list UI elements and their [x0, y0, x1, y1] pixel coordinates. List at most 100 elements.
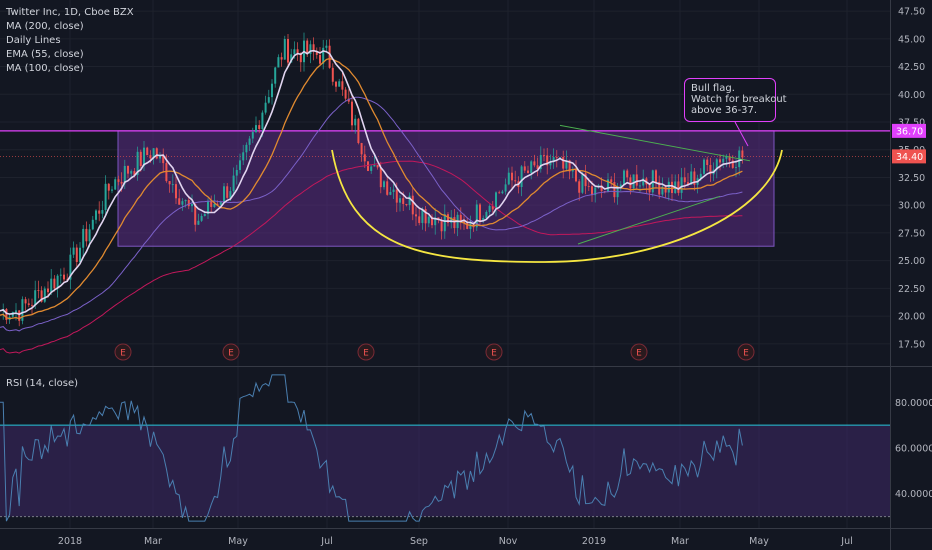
- time-tick-label: 2018: [58, 536, 82, 547]
- candle-body: [264, 102, 267, 113]
- candle-body: [143, 147, 145, 167]
- candle-body: [591, 186, 593, 196]
- candle-body: [31, 304, 33, 306]
- candle-body: [88, 229, 91, 242]
- legend-study-ema55[interactable]: EMA (55, close): [6, 49, 84, 60]
- price-tick-label: 42.50: [898, 62, 925, 73]
- earnings-marker-circle: [114, 343, 132, 361]
- candle-body: [411, 195, 414, 215]
- candle-body: [741, 150, 744, 158]
- candle-body: [203, 214, 206, 217]
- time-tick-label: Mar: [144, 536, 162, 547]
- cup-curve: [331, 149, 783, 263]
- candle-body: [248, 138, 251, 145]
- candle-body: [85, 228, 88, 242]
- candle-body: [370, 166, 373, 171]
- candle-body: [379, 167, 382, 188]
- earnings-marker-circle: [222, 343, 240, 361]
- candle-body: [75, 247, 78, 262]
- rsi-band-fill: [0, 425, 890, 517]
- earnings-marker-label: E: [120, 349, 126, 359]
- candle-body: [424, 208, 427, 224]
- candle-body: [120, 181, 123, 184]
- price-tick-label: 45.00: [898, 34, 925, 45]
- candle-body: [155, 148, 158, 159]
- annotation-line-3: above 36-37.: [691, 105, 758, 116]
- candle-body: [271, 83, 273, 98]
- candle-body: [546, 155, 549, 166]
- rsi-legend[interactable]: RSI (14, close): [6, 378, 79, 389]
- candle-body: [488, 205, 491, 212]
- candle-body: [610, 179, 613, 183]
- candle-body: [37, 290, 40, 291]
- earnings-marker-label: E: [363, 349, 369, 359]
- candle-body: [354, 118, 357, 126]
- candle-body: [27, 303, 30, 305]
- candle-body: [482, 217, 485, 221]
- candle-body: [98, 210, 101, 214]
- candle-body: [277, 57, 280, 68]
- candle-body: [443, 214, 446, 232]
- candle-body: [40, 290, 43, 302]
- candle-body: [299, 53, 302, 63]
- candle-body: [533, 161, 536, 166]
- rsi-line: [0, 374, 743, 522]
- candle-body: [626, 170, 629, 178]
- candle-body: [731, 160, 734, 168]
- candle-body: [680, 177, 683, 193]
- candle-body: [293, 49, 296, 55]
- candle-body: [447, 214, 449, 223]
- candle-body: [242, 152, 245, 161]
- candle-body: [331, 67, 334, 82]
- candle-body: [107, 183, 110, 191]
- candle-body: [15, 310, 17, 312]
- candle-body: [95, 210, 97, 220]
- candle-body: [434, 217, 437, 226]
- annotation-line-1: Bull flag.: [691, 83, 735, 94]
- legend-study-ma200[interactable]: MA (200, close): [6, 21, 84, 32]
- candle-body: [383, 181, 385, 188]
- candle-body: [223, 186, 225, 203]
- price-tick-label: 47.50: [898, 7, 925, 18]
- candle-body: [683, 177, 686, 183]
- candle-body: [328, 45, 331, 68]
- candle-body: [239, 160, 241, 170]
- candle-body: [235, 169, 238, 176]
- candle-body: [565, 160, 568, 169]
- candle-body: [511, 172, 513, 181]
- earnings-marker-label: E: [491, 349, 497, 359]
- candle-body: [245, 144, 248, 153]
- legend-study-ma100[interactable]: MA (100, close): [6, 63, 84, 74]
- candle-body: [690, 171, 693, 185]
- candle-body: [72, 247, 75, 255]
- price-tick-label: 17.50: [898, 339, 925, 350]
- time-tick-label: Mar: [671, 536, 689, 547]
- candle-body: [395, 189, 398, 203]
- candle-body: [325, 45, 328, 48]
- candle-body: [623, 170, 625, 185]
- candle-body: [168, 181, 171, 185]
- candle-body: [213, 203, 216, 207]
- candle-body: [523, 166, 526, 171]
- earnings-marker-circle: [485, 343, 503, 361]
- candle-body: [376, 165, 379, 168]
- candle-body: [578, 181, 581, 193]
- candle-body: [200, 216, 203, 221]
- annotation-callout[interactable]: Bull flag. Watch for breakout above 36-3…: [684, 78, 787, 122]
- candle-body: [498, 192, 501, 194]
- candle-body: [104, 183, 107, 211]
- rsi-tick-label: 60.0000: [895, 444, 932, 455]
- candle-body: [123, 165, 126, 184]
- candle-body: [459, 214, 462, 222]
- candle-body: [296, 49, 299, 54]
- candle-body: [251, 132, 254, 139]
- price-tick-label: 32.50: [898, 173, 925, 184]
- legend-study-daily-lines[interactable]: Daily Lines: [6, 35, 61, 46]
- candle-body: [466, 222, 469, 229]
- candle-body: [552, 157, 555, 162]
- candle-body: [69, 254, 72, 280]
- candle-body: [725, 156, 728, 159]
- candle-body: [421, 208, 424, 223]
- ma-fast-line: [0, 49, 743, 316]
- price-tick-label: 40.00: [898, 90, 925, 101]
